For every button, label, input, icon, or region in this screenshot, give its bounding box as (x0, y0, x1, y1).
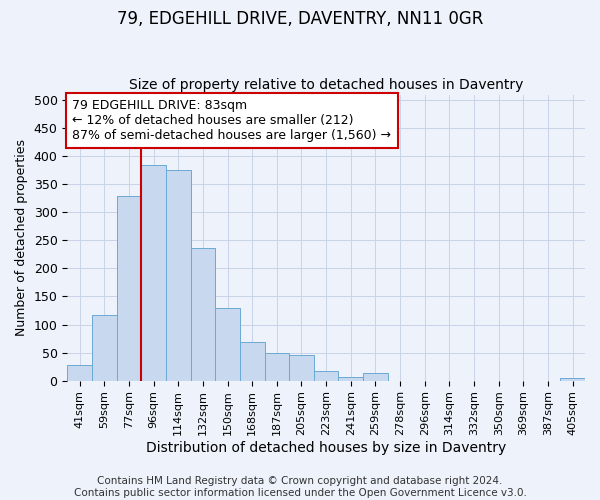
Bar (363, 374, 388, 380)
Bar (265, 352, 289, 380)
Bar (338, 376, 363, 380)
Bar (92, 315, 116, 380)
Text: 79, EDGEHILL DRIVE, DAVENTRY, NN11 0GR: 79, EDGEHILL DRIVE, DAVENTRY, NN11 0GR (117, 10, 483, 28)
Text: 79 EDGEHILL DRIVE: 83sqm
← 12% of detached houses are smaller (212)
87% of semi-: 79 EDGEHILL DRIVE: 83sqm ← 12% of detach… (73, 99, 391, 142)
Bar (215, 308, 240, 380)
Bar (67, 366, 92, 380)
Title: Size of property relative to detached houses in Daventry: Size of property relative to detached ho… (129, 78, 523, 92)
Bar (191, 248, 215, 380)
X-axis label: Distribution of detached houses by size in Daventry: Distribution of detached houses by size … (146, 441, 506, 455)
Bar (314, 370, 338, 380)
Text: Contains HM Land Registry data © Crown copyright and database right 2024.
Contai: Contains HM Land Registry data © Crown c… (74, 476, 526, 498)
Bar (166, 170, 191, 380)
Bar (560, 378, 585, 380)
Bar (116, 196, 141, 380)
Bar (240, 342, 265, 380)
Bar (289, 356, 314, 380)
Bar (141, 164, 166, 380)
Y-axis label: Number of detached properties: Number of detached properties (15, 139, 28, 336)
